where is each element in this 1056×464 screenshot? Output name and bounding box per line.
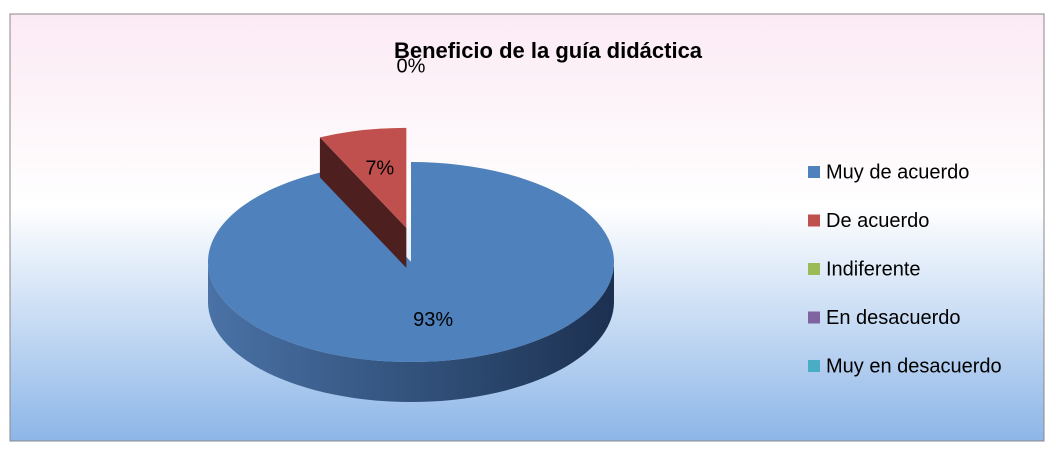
- legend-label: Indiferente: [826, 258, 921, 280]
- legend-swatch: [808, 263, 820, 275]
- legend-swatch: [808, 166, 820, 178]
- legend-swatch: [808, 311, 820, 324]
- legend-label: Muy en desacuerdo: [826, 355, 1002, 377]
- data-label: 0%: [397, 55, 426, 77]
- legend-swatch: [808, 360, 820, 372]
- data-label: 93%: [413, 309, 453, 331]
- slice: [319, 127, 407, 228]
- data-label: 7%: [365, 158, 394, 180]
- legend-swatch: [808, 214, 820, 227]
- legend-label: En desacuerdo: [826, 307, 961, 329]
- legend-label: Muy de acuerdo: [826, 161, 969, 183]
- slice: [207, 162, 614, 362]
- slice-side: [208, 262, 614, 402]
- slice-face: [319, 137, 407, 268]
- chart-title: Beneficio de la guía didáctica: [394, 38, 703, 63]
- legend-label: De acuerdo: [826, 210, 929, 232]
